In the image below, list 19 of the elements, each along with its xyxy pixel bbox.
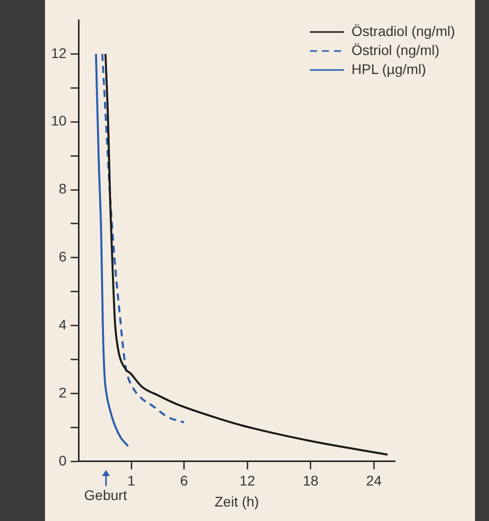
line-series xyxy=(94,52,130,448)
x-axis-title: Zeit (h) xyxy=(214,493,259,510)
legend-label: Östriol (ng/ml) xyxy=(352,42,440,58)
y-tick-label: 8 xyxy=(58,180,67,197)
y-tick-label: 12 xyxy=(50,44,67,61)
text: Geburt xyxy=(84,487,127,504)
legend-label: Östradiol (ng/ml) xyxy=(352,23,455,39)
x-tick-label: 6 xyxy=(180,472,188,489)
x-tick-label: 18 xyxy=(302,472,319,489)
legend-label: HPL (µg/ml) xyxy=(352,61,426,77)
line-series xyxy=(101,52,186,424)
x-tick-label: 1 xyxy=(127,472,136,489)
y-tick-label: 0 xyxy=(58,452,67,468)
y-tick-label: 6 xyxy=(58,248,67,265)
x-tick-label: 12 xyxy=(240,472,256,489)
x-tick-label: 24 xyxy=(366,472,382,489)
y-tick-label: 10 xyxy=(50,112,67,129)
y-tick-label: 2 xyxy=(58,384,67,400)
y-tick-label: 4 xyxy=(58,316,67,332)
